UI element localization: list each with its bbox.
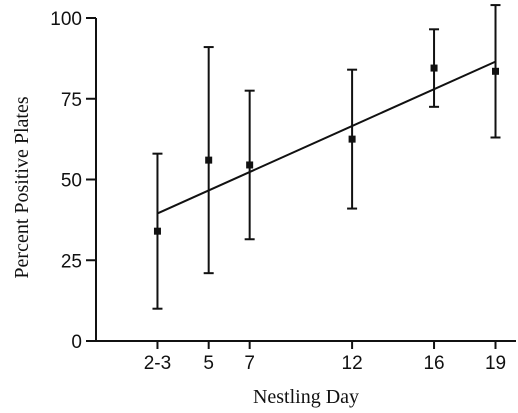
- x-tick-label-19: 19: [485, 353, 506, 374]
- y-tick-label-100: 100: [50, 9, 82, 30]
- x-tick-label-2-3: 2-3: [144, 353, 171, 374]
- data-point-4: [348, 135, 356, 143]
- y-tick-label-75: 75: [61, 90, 82, 111]
- x-tick-label-7: 7: [244, 353, 255, 374]
- y-tick-label-0: 0: [71, 332, 82, 353]
- y-tick-label-25: 25: [61, 251, 82, 272]
- y-axis-title: Percent Positive Plates: [11, 96, 33, 278]
- x-tick-label-5: 5: [203, 353, 214, 374]
- y-tick-label-50: 50: [61, 171, 82, 192]
- y-tick-group: 0 25 50 75 100: [50, 9, 96, 353]
- x-tick-label-12: 12: [342, 353, 363, 374]
- marks-layer: [152, 4, 501, 310]
- data-point-1: [153, 227, 161, 235]
- x-tick-label-16: 16: [423, 353, 444, 374]
- data-point-2: [205, 156, 213, 164]
- data-point-group: [153, 64, 500, 235]
- x-axis-title: Nestling Day: [253, 386, 359, 408]
- error-bar-group: [152, 4, 501, 310]
- data-point-6: [492, 67, 500, 75]
- data-point-3: [246, 161, 254, 169]
- data-point-5: [430, 64, 438, 72]
- x-tick-group: 2-3 5 7 12 16 19: [144, 341, 506, 374]
- axes-layer: 0 25 50 75 100 2-3 5 7 12 16 19 Nestling Day Perc…: [11, 9, 516, 408]
- regression-line: [157, 60, 496, 215]
